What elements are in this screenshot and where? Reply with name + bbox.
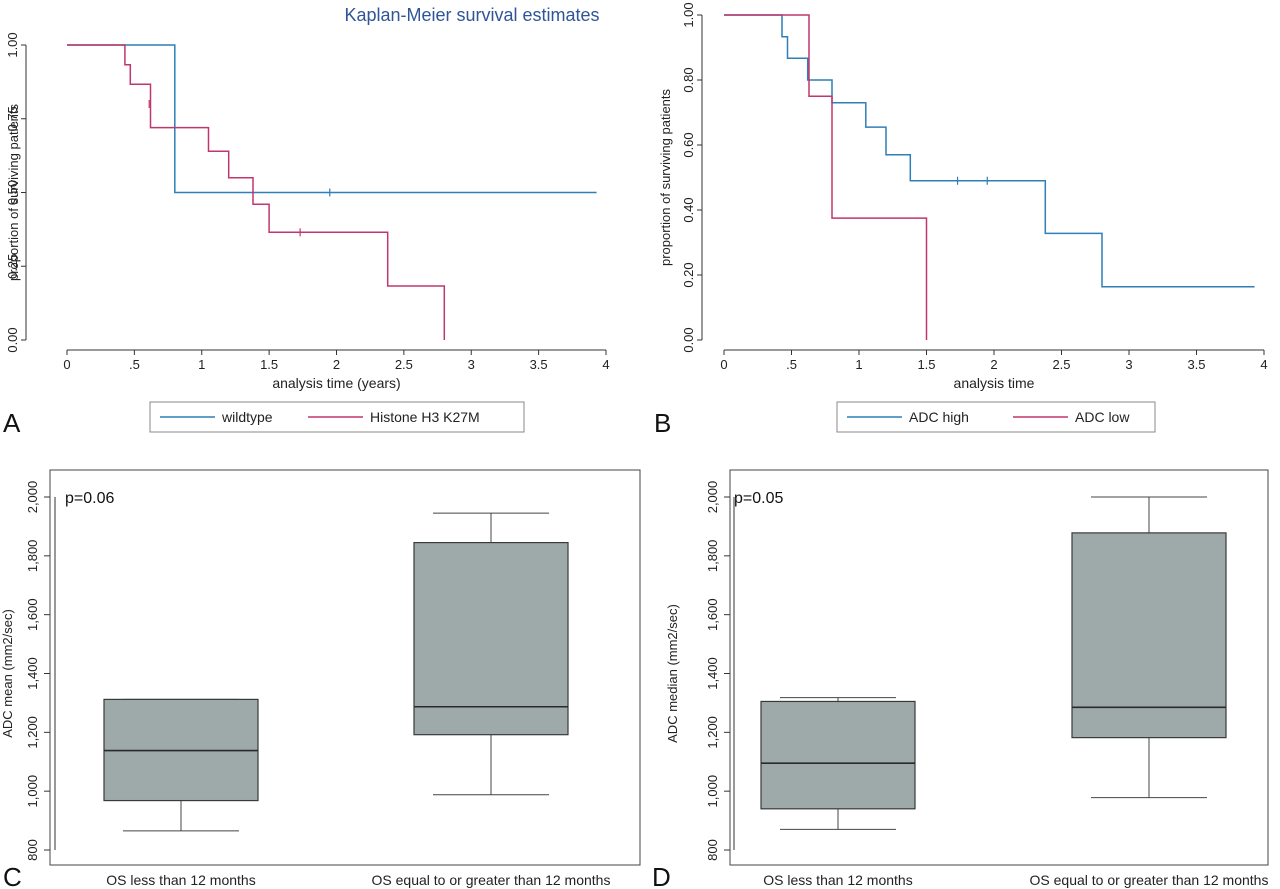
x-axis-label: analysis time <box>954 375 1035 391</box>
y-tick-label: 1,200 <box>25 716 40 749</box>
x-tick-label: .5 <box>786 357 797 372</box>
km-chart-b: 0.00 0.20 0.40 0.60 0.80 1.00 0 .5 1 1.5 2 2.5 3 3.5 4… <box>658 2 1268 433</box>
survival-curve-2 <box>724 14 928 340</box>
legend-label: wildtype <box>221 409 273 425</box>
y-tick-label: 0.60 <box>681 132 696 157</box>
x-tick-label: 2 <box>990 357 997 372</box>
p-value-label: p=0.05 <box>734 490 783 507</box>
y-tick-label: 0.00 <box>5 327 20 352</box>
plot-frame <box>729 469 1269 866</box>
y-tick-label: 1,000 <box>705 775 720 808</box>
y-tick-label: 0.50 <box>5 180 20 205</box>
y-tick-label: 0.75 <box>5 106 20 131</box>
x-tick-label: 2 <box>333 357 340 372</box>
x-tick-label: 1 <box>855 357 862 372</box>
y-tick-label: 2,000 <box>25 481 40 514</box>
x-tick-label: 4 <box>1260 357 1267 372</box>
x-tick-label: 2.5 <box>395 357 413 372</box>
plot-frame <box>49 469 641 866</box>
y-axis-label: ADC median (mm2/sec) <box>665 604 680 743</box>
x-tick-label: 3 <box>1125 357 1132 372</box>
x-tick-label: 3.5 <box>530 357 548 372</box>
y-tick-label: 0.00 <box>681 327 696 352</box>
box-iqr <box>413 541 569 736</box>
survival-curve-1 <box>67 44 597 194</box>
y-tick-label: 0.40 <box>681 197 696 222</box>
y-tick-label: 0.25 <box>5 254 20 279</box>
category-label: OS less than 12 months <box>763 872 912 888</box>
box-iqr <box>1071 532 1227 739</box>
y-tick-label: 1.00 <box>5 32 20 57</box>
x-tick-label: 0 <box>720 357 727 372</box>
x-tick-label: 4 <box>602 357 609 372</box>
y-tick-label: 1.00 <box>681 2 696 27</box>
y-tick-label: 1,600 <box>705 598 720 631</box>
y-tick-label: 0.80 <box>681 67 696 92</box>
category-label: OS less than 12 months <box>106 872 255 888</box>
p-value-label: p=0.06 <box>65 490 114 507</box>
y-tick-label: 1,400 <box>25 657 40 690</box>
survival-curve-2 <box>67 44 446 340</box>
x-tick-label: .5 <box>129 357 140 372</box>
panel-label-d: D <box>652 862 671 889</box>
y-tick-label: 1,800 <box>705 540 720 573</box>
panel-label-a: A <box>3 408 21 438</box>
legend-label: ADC high <box>909 409 969 425</box>
x-tick-label: 2.5 <box>1052 357 1070 372</box>
y-axis-label: proportion of surviving patients <box>6 103 21 281</box>
y-axis-label: proportion of surviving patients <box>658 88 673 266</box>
y-tick-label: 1,600 <box>25 598 40 631</box>
y-tick-label: 800 <box>25 839 40 861</box>
x-tick-label: 1.5 <box>260 357 278 372</box>
legend-label: Histone H3 K27M <box>370 409 480 425</box>
x-tick-label: 3 <box>468 357 475 372</box>
y-tick-label: 800 <box>705 839 720 861</box>
figure-title: Kaplan-Meier survival estimates <box>344 5 599 25</box>
boxplot-c: 800 1,000 1,200 1,400 1,600 1,800 2,000 ADC mea… <box>0 469 641 888</box>
survival-curve-1 <box>724 14 1255 288</box>
km-chart-a: 0.00 0.25 0.50 0.75 1.00 0 .5 1 1.5 2 2.5 3 3.5 4 prop… <box>5 32 610 433</box>
category-label: OS equal to or greater than 12 months <box>372 872 611 888</box>
x-axis-label: analysis time (years) <box>272 375 400 391</box>
legend-label: ADC low <box>1075 409 1130 425</box>
x-tick-label: 3.5 <box>1187 357 1205 372</box>
y-tick-label: 2,000 <box>705 481 720 514</box>
y-tick-label: 1,800 <box>25 540 40 573</box>
boxplot-d: 800 1,000 1,200 1,400 1,600 1,800 2,000 ADC med… <box>665 469 1269 888</box>
box-iqr <box>760 700 916 810</box>
x-tick-label: 0 <box>63 357 70 372</box>
y-tick-label: 1,000 <box>25 775 40 808</box>
panel-label-c: C <box>3 862 22 889</box>
y-axis-label: ADC mean (mm2/sec) <box>0 609 15 738</box>
y-tick-label: 1,200 <box>705 716 720 749</box>
y-tick-label: 0.20 <box>681 262 696 287</box>
x-tick-label: 1.5 <box>917 357 935 372</box>
panel-label-b: B <box>654 408 671 438</box>
x-tick-label: 1 <box>198 357 205 372</box>
y-tick-label: 1,400 <box>705 657 720 690</box>
category-label: OS equal to or greater than 12 months <box>1030 872 1269 888</box>
